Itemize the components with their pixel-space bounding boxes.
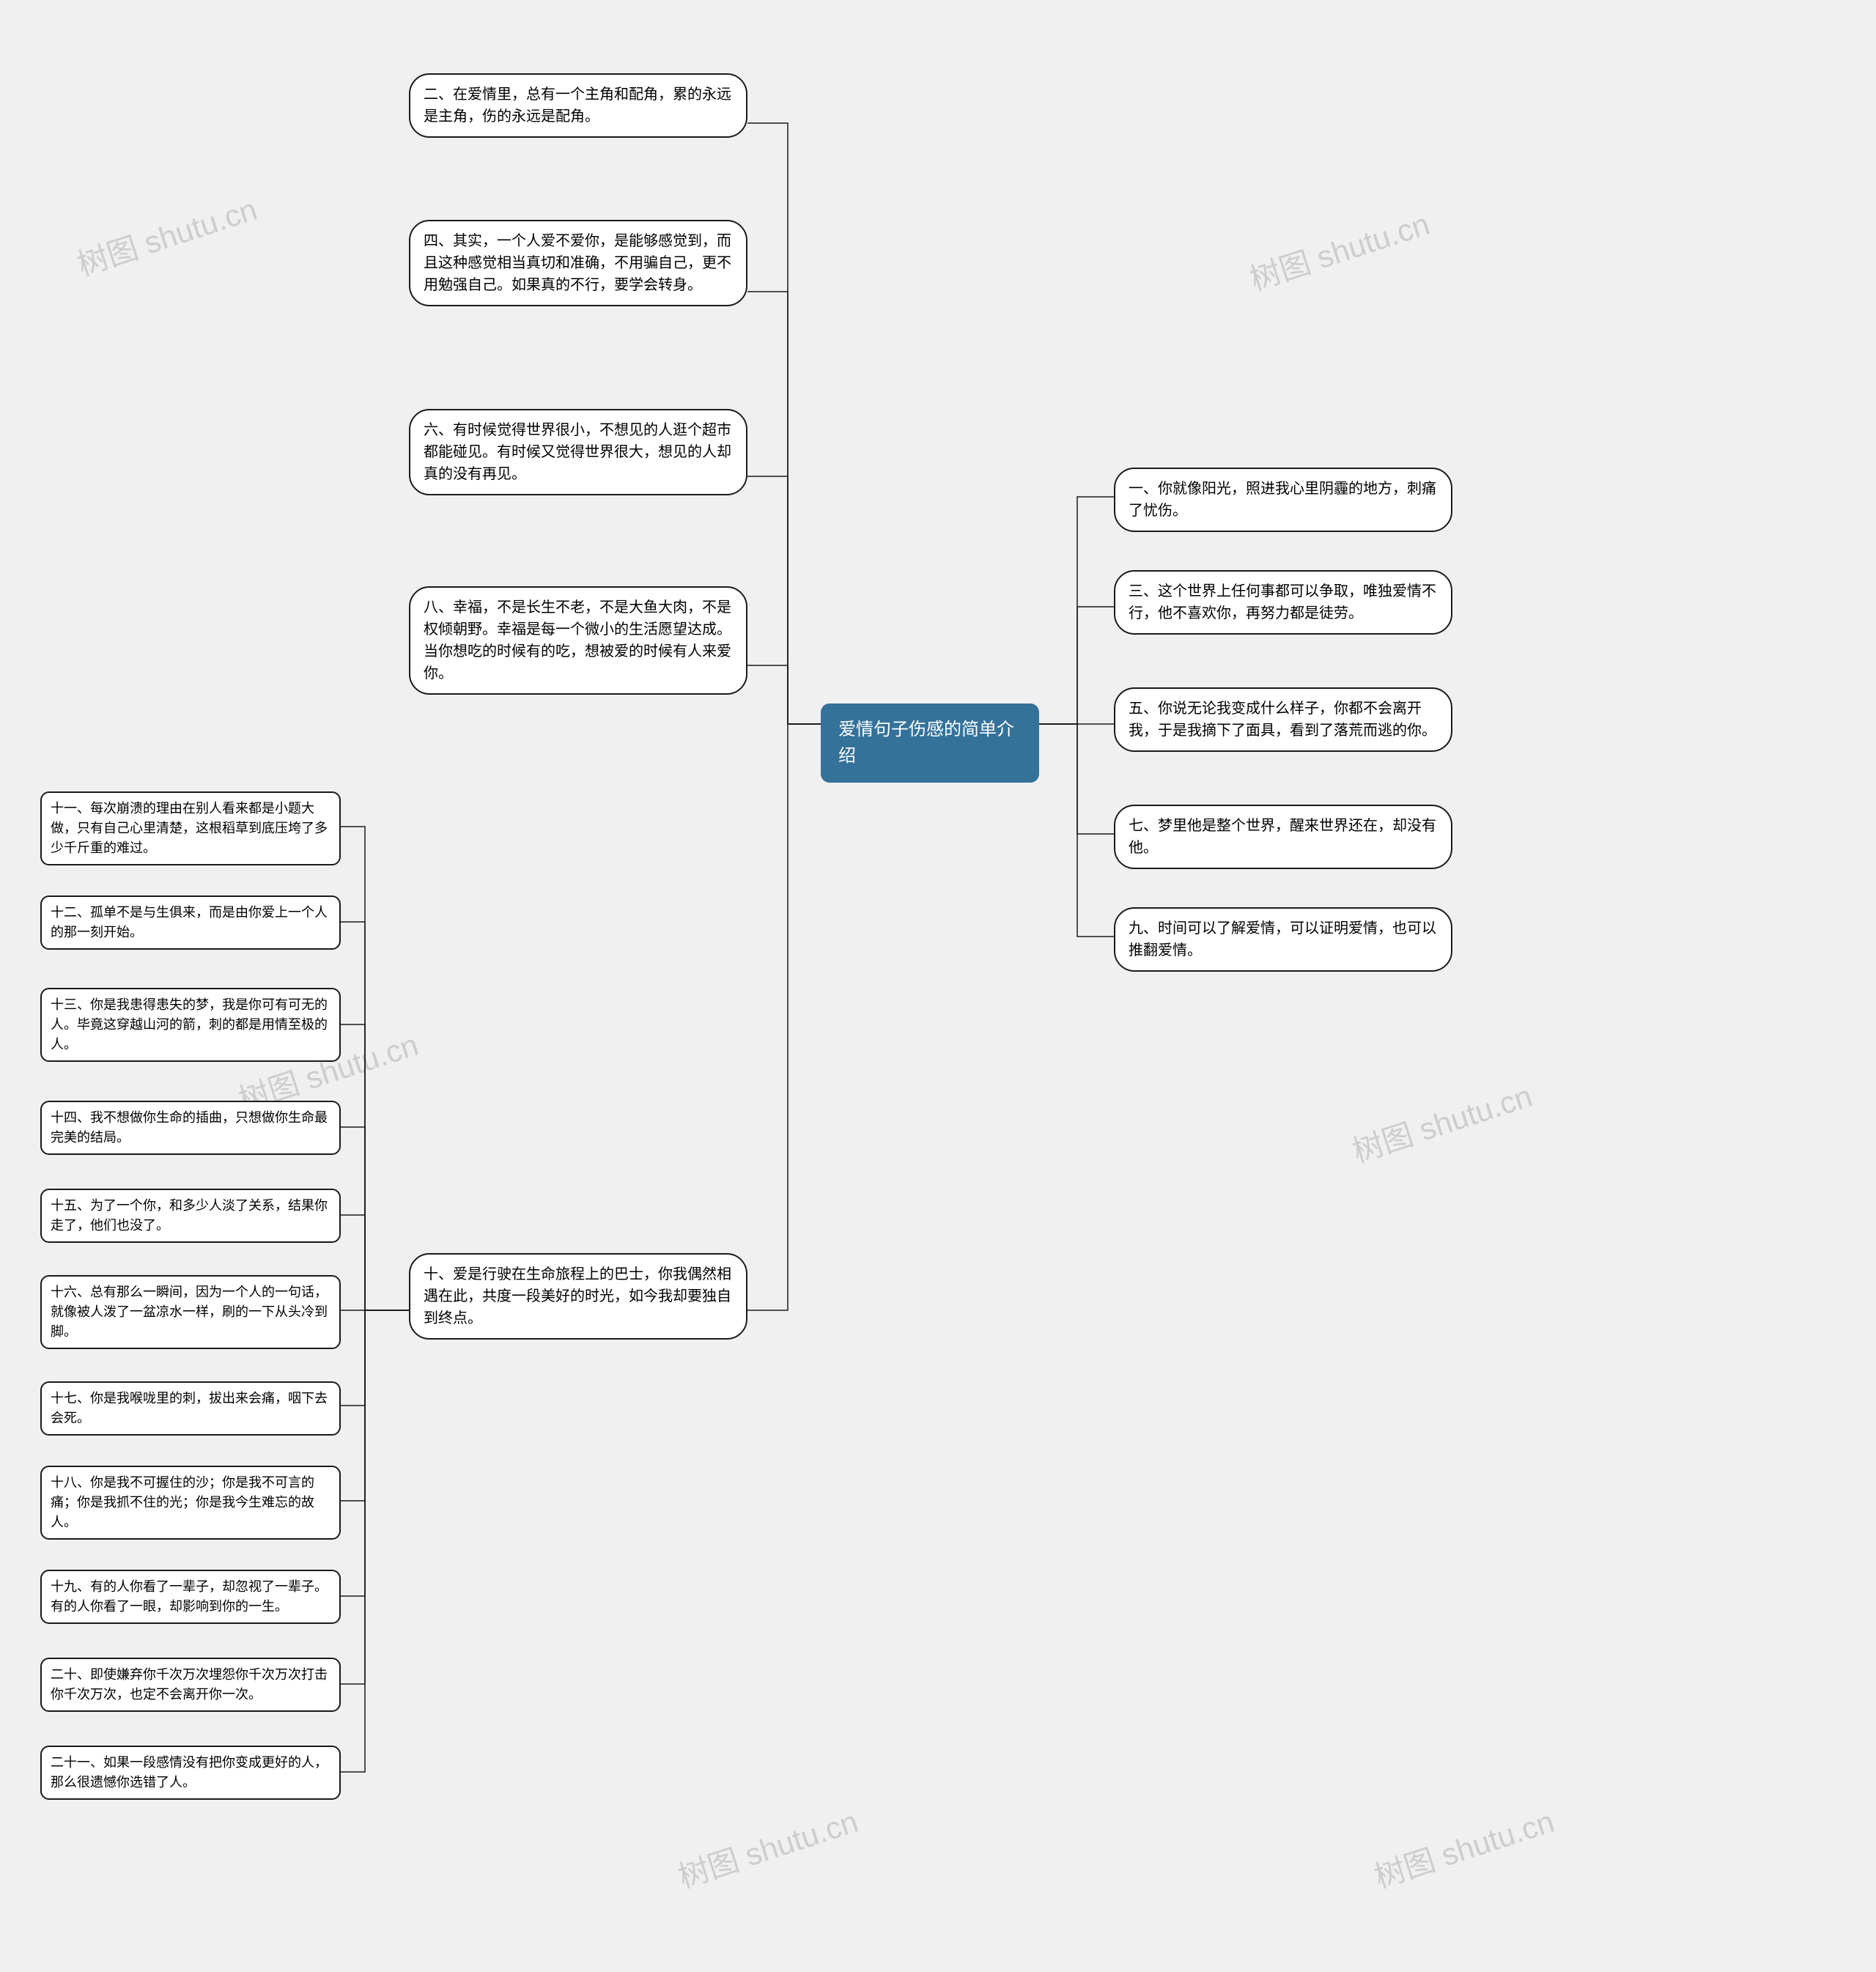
leaf-14[interactable]: 十四、我不想做你生命的插曲，只想做你生命最完美的结局。: [40, 1101, 341, 1155]
leaf-17[interactable]: 十七、你是我喉咙里的刺，拔出来会痛，咽下去会死。: [40, 1381, 341, 1436]
center-node[interactable]: 爱情句子伤感的简单介绍: [821, 704, 1039, 783]
branch-1[interactable]: 一、你就像阳光，照进我心里阴霾的地方，刺痛了忧伤。: [1114, 468, 1452, 532]
leaf-21[interactable]: 二十一、如果一段感情没有把你变成更好的人，那么很遗憾你选错了人。: [40, 1746, 341, 1800]
watermark: 树图 shutu.cn: [1368, 1797, 1559, 1897]
branch-2[interactable]: 二、在爱情里，总有一个主角和配角，累的永远是主角，伤的永远是配角。: [409, 73, 747, 138]
leaf-13[interactable]: 十三、你是我患得患失的梦，我是你可有可无的人。毕竟这穿越山河的箭，刺的都是用情至…: [40, 988, 341, 1062]
leaf-16[interactable]: 十六、总有那么一瞬间，因为一个人的一句话，就像被人泼了一盆凉水一样，刷的一下从头…: [40, 1275, 341, 1349]
watermark: 树图 shutu.cn: [1346, 1071, 1537, 1172]
branch-10[interactable]: 十、爱是行驶在生命旅程上的巴士，你我偶然相遇在此，共度一段美好的时光，如今我却要…: [409, 1253, 747, 1340]
leaf-11[interactable]: 十一、每次崩溃的理由在别人看来都是小题大做，只有自己心里清楚，这根稻草到底压垮了…: [40, 791, 341, 865]
leaf-20[interactable]: 二十、即使嫌弃你千次万次埋怨你千次万次打击你千次万次，也定不会离开你一次。: [40, 1658, 341, 1712]
watermark: 树图 shutu.cn: [1244, 199, 1435, 300]
watermark: 树图 shutu.cn: [71, 185, 262, 285]
branch-9[interactable]: 九、时间可以了解爱情，可以证明爱情，也可以推翻爱情。: [1114, 907, 1452, 972]
leaf-19[interactable]: 十九、有的人你看了一辈子，却忽视了一辈子。有的人你看了一眼，却影响到你的一生。: [40, 1570, 341, 1624]
branch-3[interactable]: 三、这个世界上任何事都可以争取，唯独爱情不行，他不喜欢你，再努力都是徒劳。: [1114, 570, 1452, 635]
leaf-18[interactable]: 十八、你是我不可握住的沙；你是我不可言的痛；你是我抓不住的光；你是我今生难忘的故…: [40, 1466, 341, 1540]
branch-6[interactable]: 六、有时候觉得世界很小，不想见的人逛个超市都能碰见。有时候又觉得世界很大，想见的…: [409, 409, 747, 495]
mindmap-canvas: 树图 shutu.cn 树图 shutu.cn 树图 shutu.cn 树图 s…: [0, 0, 1876, 1972]
branch-8[interactable]: 八、幸福，不是长生不老，不是大鱼大肉，不是权倾朝野。幸福是每一个微小的生活愿望达…: [409, 586, 747, 695]
watermark: 树图 shutu.cn: [672, 1797, 863, 1897]
leaf-15[interactable]: 十五、为了一个你，和多少人淡了关系，结果你走了，他们也没了。: [40, 1189, 341, 1243]
leaf-12[interactable]: 十二、孤单不是与生俱来，而是由你爱上一个人的那一刻开始。: [40, 895, 341, 950]
branch-4[interactable]: 四、其实，一个人爱不爱你，是能够感觉到，而且这种感觉相当真切和准确，不用骗自己，…: [409, 220, 747, 306]
branch-5[interactable]: 五、你说无论我变成什么样子，你都不会离开我，于是我摘下了面具，看到了落荒而逃的你…: [1114, 687, 1452, 752]
branch-7[interactable]: 七、梦里他是整个世界，醒来世界还在，却没有他。: [1114, 805, 1452, 869]
